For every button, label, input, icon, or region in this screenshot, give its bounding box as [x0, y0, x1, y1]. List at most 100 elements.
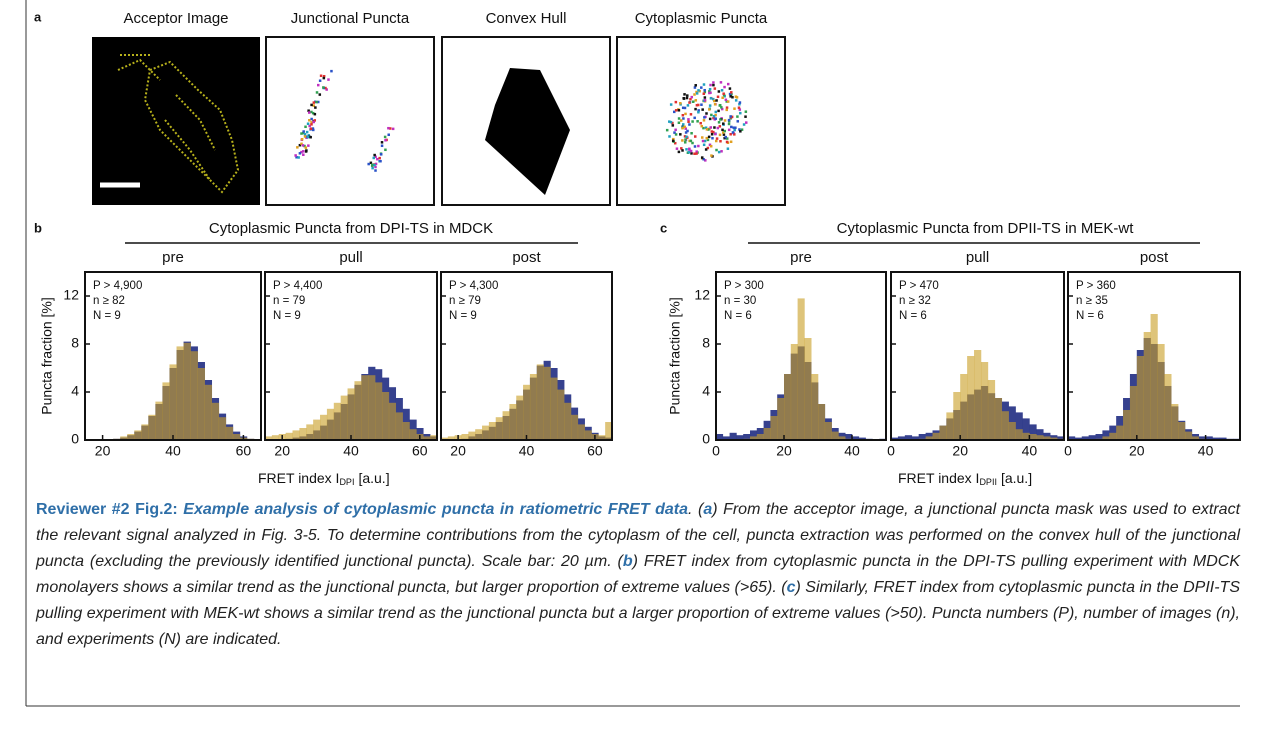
- punctum: [708, 136, 711, 139]
- punctum: [294, 154, 297, 157]
- histogram-bar: [804, 338, 811, 440]
- histogram-bar: [967, 356, 974, 440]
- histogram-bar: [1185, 432, 1192, 440]
- punctum: [715, 149, 718, 152]
- punctum: [317, 84, 320, 87]
- punctum: [739, 101, 742, 104]
- punctum: [384, 139, 387, 142]
- punctum: [685, 136, 688, 139]
- histogram-bar: [468, 432, 475, 440]
- x-tick-label: 40: [343, 443, 359, 459]
- panel-title: Cytoplasmic Puncta from DPII-TS in MEK-w…: [837, 220, 1135, 237]
- punctum: [720, 81, 723, 84]
- punctum: [716, 137, 719, 140]
- x-tick-label: 0: [887, 443, 895, 459]
- histogram-bar: [557, 390, 564, 440]
- punctum: [322, 86, 325, 89]
- punctum: [719, 118, 722, 121]
- histogram-bar: [141, 424, 148, 440]
- histogram-bar: [503, 411, 510, 440]
- punctum: [744, 115, 747, 118]
- x-label-unit: [a.u.]: [1001, 470, 1032, 486]
- punctum: [722, 92, 725, 95]
- x-tick-label: 0: [1064, 443, 1072, 459]
- histogram-bar: [198, 368, 205, 440]
- punctum: [312, 129, 315, 132]
- punctum: [682, 107, 685, 110]
- x-axis-label: FRET index IDPII[a.u.]: [898, 470, 1032, 488]
- x-tick-label: 40: [519, 443, 535, 459]
- histogram-bar: [544, 367, 551, 440]
- punctum: [717, 96, 720, 99]
- histogram-bar: [205, 385, 212, 440]
- caption-letter: c: [787, 579, 796, 596]
- punctum: [313, 101, 316, 104]
- x-tick-label: 20: [95, 443, 111, 459]
- histogram-bar: [482, 426, 489, 440]
- caption-title: Example analysis of cytoplasmic puncta i…: [183, 501, 688, 518]
- panel-letter: a: [34, 9, 42, 24]
- histogram-bar: [1016, 429, 1023, 440]
- punctum: [713, 126, 716, 129]
- punctum: [718, 121, 721, 124]
- punctum: [708, 108, 711, 111]
- punctum: [670, 103, 673, 106]
- image-title: Cytoplasmic Puncta: [635, 10, 768, 27]
- punctum: [693, 117, 696, 120]
- punctum: [697, 145, 700, 148]
- punctum: [723, 86, 726, 89]
- histogram-bar: [988, 380, 995, 440]
- punctum: [371, 164, 374, 167]
- punctum: [691, 142, 694, 145]
- chart-title: post: [512, 249, 541, 266]
- punctum: [729, 115, 732, 118]
- x-tick-label: 20: [274, 443, 290, 459]
- punctum: [699, 122, 702, 125]
- punctum: [296, 146, 299, 149]
- punctum: [712, 81, 715, 84]
- histogram-bar: [489, 422, 496, 440]
- histogram-bar: [409, 429, 416, 440]
- histogram-bar: [169, 364, 176, 440]
- punctum: [305, 146, 308, 149]
- punctum: [715, 140, 718, 143]
- punctum: [730, 141, 733, 144]
- annotation: n ≥ 35: [1076, 295, 1108, 307]
- annotation: n ≥ 32: [899, 295, 931, 307]
- punctum: [315, 101, 318, 104]
- histogram-bar: [1109, 433, 1116, 440]
- histogram-bar: [995, 398, 1002, 440]
- punctum: [708, 92, 711, 95]
- punctum: [745, 110, 748, 113]
- punctum: [717, 127, 720, 129]
- punctum: [715, 99, 718, 102]
- punctum: [310, 118, 313, 121]
- x-tick-label: 60: [236, 443, 252, 459]
- y-tick-label: 4: [71, 383, 79, 399]
- punctum: [689, 98, 692, 101]
- histogram-bar: [354, 381, 361, 440]
- histogram-bar: [361, 375, 368, 440]
- annotation: N = 9: [449, 310, 477, 322]
- punctum: [721, 97, 724, 100]
- y-tick-label: 12: [694, 287, 710, 303]
- punctum: [697, 111, 700, 114]
- histogram-bar: [537, 364, 544, 440]
- histogram-bar: [368, 375, 375, 440]
- punctum: [738, 106, 741, 109]
- punctum: [681, 149, 684, 152]
- x-label-text: FRET index I: [898, 470, 979, 486]
- punctum: [722, 122, 725, 125]
- page: a Acceptor Image Junctional Puncta Conve…: [0, 0, 1270, 746]
- annotation: N = 6: [1076, 310, 1104, 322]
- punctum: [378, 157, 381, 160]
- punctum: [736, 115, 739, 118]
- punctum: [705, 148, 708, 151]
- punctum: [703, 116, 706, 119]
- image-title: Acceptor Image: [123, 10, 228, 27]
- punctum: [306, 131, 309, 134]
- punctum: [727, 147, 730, 150]
- punctum: [690, 113, 693, 116]
- punctum: [672, 140, 675, 143]
- punctum: [718, 90, 721, 93]
